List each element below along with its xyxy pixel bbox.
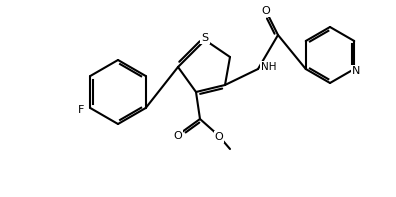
- Text: NH: NH: [261, 62, 276, 72]
- Text: O: O: [262, 6, 270, 16]
- Text: O: O: [215, 132, 223, 142]
- Text: O: O: [173, 131, 183, 141]
- Text: N: N: [352, 66, 360, 76]
- Text: F: F: [78, 105, 84, 115]
- Text: S: S: [202, 33, 209, 43]
